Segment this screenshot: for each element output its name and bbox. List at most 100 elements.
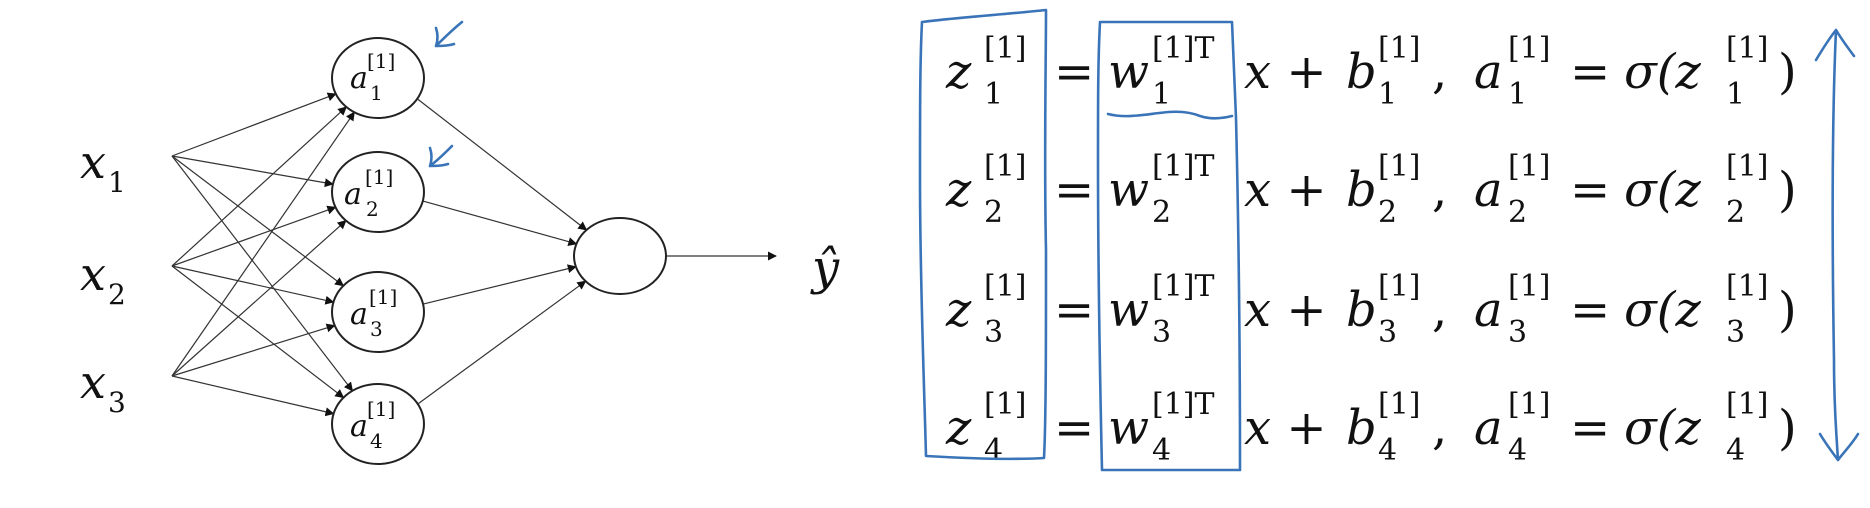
- svg-text:1: 1: [108, 166, 126, 199]
- equation-row-2: z [1]2 = w [1]T2 x + b [1]2, a [1]2 = σ(z [1]2): [945, 149, 1797, 230]
- hidden-node-2: a [1] 2: [331, 151, 425, 233]
- equals-sign: =: [1054, 282, 1094, 338]
- edge-x3-a1: [171, 111, 355, 377]
- edge-a2-output: [417, 199, 578, 247]
- sigma-z-superscript: [1]: [1726, 149, 1769, 184]
- w-symbol: w: [1108, 282, 1149, 338]
- a-subscript: 1: [1508, 77, 1527, 112]
- edge-x2-a4: [171, 265, 345, 399]
- input-x1: x 1: [80, 135, 126, 199]
- sigma-z-subscript: 4: [1726, 433, 1745, 468]
- w-superscript: [1]T: [1152, 387, 1215, 422]
- close-paren: ): [1778, 282, 1797, 338]
- b-superscript: [1]: [1378, 31, 1421, 66]
- svg-text:a: a: [350, 409, 368, 444]
- b-subscript: 1: [1378, 77, 1397, 112]
- svg-text:[1]: [1]: [367, 49, 395, 73]
- w-subscript: 1: [1152, 77, 1171, 112]
- sigma-open: σ(z: [1624, 282, 1701, 338]
- equals-sign: =: [1054, 400, 1094, 456]
- b-symbol: b: [1346, 400, 1377, 456]
- w-symbol: w: [1108, 44, 1149, 100]
- a-symbol: a: [1474, 44, 1503, 100]
- x-plus: x +: [1244, 400, 1327, 456]
- w-symbol: w: [1108, 400, 1149, 456]
- edge-x3-a4: [171, 375, 335, 417]
- pen-underline-w1: [1106, 110, 1234, 120]
- edge-a1-output: [417, 98, 588, 231]
- w-subscript: 3: [1152, 315, 1171, 350]
- equations: z [1]1 = w [1]T1 x + b [1]1, a [1]1 = σ(z [1]1)z [1]2…: [945, 31, 1797, 468]
- comma: ,: [1432, 400, 1447, 456]
- svg-text:1: 1: [370, 81, 383, 105]
- pen-box-w-column: [1096, 20, 1242, 472]
- svg-text:3: 3: [108, 386, 126, 419]
- comma: ,: [1432, 162, 1447, 218]
- svg-text:[1]: [1]: [365, 165, 393, 189]
- svg-text:2: 2: [108, 278, 126, 311]
- edge-a3-output: [417, 264, 577, 306]
- b-superscript: [1]: [1378, 149, 1421, 184]
- b-subscript: 2: [1378, 195, 1397, 230]
- network-edges: [171, 92, 777, 417]
- svg-text:a: a: [350, 297, 368, 332]
- w-symbol: w: [1108, 162, 1149, 218]
- equals-sign: =: [1054, 44, 1094, 100]
- close-paren: ): [1778, 44, 1797, 100]
- b-symbol: b: [1346, 282, 1377, 338]
- a-symbol: a: [1474, 162, 1503, 218]
- input-x2: x 2: [80, 247, 126, 311]
- a-subscript: 3: [1508, 315, 1527, 350]
- z-subscript: 4: [984, 433, 1003, 468]
- sigma-z-superscript: [1]: [1726, 269, 1769, 304]
- b-superscript: [1]: [1378, 387, 1421, 422]
- w-subscript: 4: [1152, 433, 1171, 468]
- b-subscript: 3: [1378, 315, 1397, 350]
- edge-x1-a3: [171, 155, 345, 287]
- svg-text:3: 3: [370, 317, 383, 341]
- equation-row-3: z [1]3 = w [1]T3 x + b [1]3, a [1]3 = σ(z [1]3): [945, 269, 1797, 350]
- edge-x2-a1: [171, 106, 347, 267]
- sigma-z-subscript: 1: [1726, 77, 1745, 112]
- hidden-node-1: a [1] 1: [331, 37, 425, 119]
- hidden-node-4: a [1] 4: [331, 383, 425, 465]
- sigma-open: σ(z: [1624, 44, 1701, 100]
- w-subscript: 2: [1152, 195, 1171, 230]
- z-symbol: z: [945, 162, 972, 218]
- a-subscript: 2: [1508, 195, 1527, 230]
- svg-text:x: x: [80, 355, 106, 409]
- w-superscript: [1]T: [1152, 269, 1215, 304]
- edge-x3-a3: [171, 323, 336, 377]
- z-symbol: z: [945, 44, 972, 100]
- b-subscript: 4: [1378, 433, 1397, 468]
- sigma-open: σ(z: [1624, 400, 1701, 456]
- z-symbol: z: [945, 400, 972, 456]
- sigma-z-superscript: [1]: [1726, 31, 1769, 66]
- z-superscript: [1]: [984, 149, 1027, 184]
- output-node: [573, 217, 667, 295]
- svg-text:a: a: [344, 177, 362, 212]
- edge-x1-a1: [171, 92, 337, 157]
- a-symbol: a: [1474, 282, 1503, 338]
- b-symbol: b: [1346, 162, 1377, 218]
- sigma-open: σ(z: [1624, 162, 1701, 218]
- svg-text:x: x: [80, 247, 106, 301]
- comma: ,: [1432, 44, 1447, 100]
- x-plus: x +: [1244, 162, 1327, 218]
- b-symbol: b: [1346, 44, 1377, 100]
- x-plus: x +: [1244, 282, 1327, 338]
- w-superscript: [1]T: [1152, 149, 1215, 184]
- svg-text:a: a: [350, 61, 368, 96]
- x-plus: x +: [1244, 44, 1327, 100]
- a-superscript: [1]: [1508, 269, 1551, 304]
- svg-text:2: 2: [366, 197, 379, 221]
- edge-x2-a3: [171, 265, 335, 305]
- a-symbol: a: [1474, 400, 1503, 456]
- edge-x1-a2: [171, 155, 334, 188]
- equals-sign-2: =: [1570, 162, 1610, 218]
- z-superscript: [1]: [984, 269, 1027, 304]
- equals-sign: =: [1054, 162, 1094, 218]
- pen-annotations: [428, 8, 1860, 472]
- pen-box-z-column: [918, 8, 1048, 461]
- svg-text:[1]: [1]: [367, 397, 395, 421]
